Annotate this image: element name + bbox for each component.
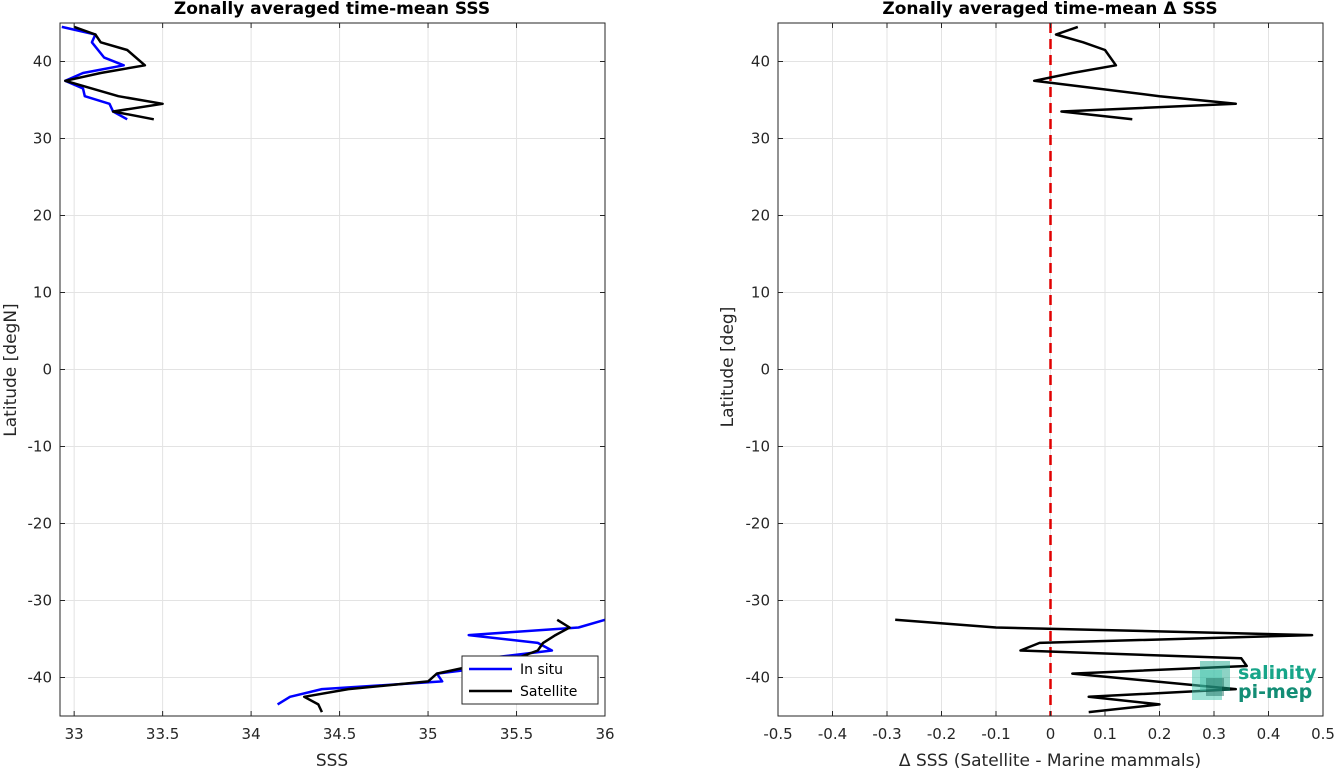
logo-line2: pi-mep [1238,681,1312,703]
x-tick-label: 33.5 [146,725,179,743]
series-line-delta-0 [1032,25,1238,121]
series-line-delta-1 [895,618,1314,714]
left-y-axis-label: Latitude [degN] [1,303,21,436]
x-tick-label: -0.3 [872,725,901,743]
right-title: Zonally averaged time-mean Δ SSS [882,0,1217,19]
y-tick-label: -20 [28,515,53,533]
logo-icon [1192,661,1230,700]
x-tick-label: -0.1 [981,725,1010,743]
salinity-pi-mep-logo: salinity pi-mep [1192,661,1317,703]
legend-label-satellite: Satellite [520,684,577,700]
left-panel: 33 33.5 34 34.5 35 35.5 36 40 30 20 10 0 -10 -20 -30 -4… [1,0,615,769]
x-tick-label: 34.5 [323,725,356,743]
y-tick-label: 30 [33,130,52,148]
y-tick-label: 20 [751,207,770,225]
y-tick-label: -20 [746,515,771,533]
legend: In situ Satellite [461,655,599,705]
y-tick-label: 0 [760,361,770,379]
left-ticks: 33 33.5 34 34.5 35 35.5 36 40 30 20 10 0 -10 -20 -30 -4… [28,23,615,743]
left-title: Zonally averaged time-mean SSS [174,0,490,19]
right-series-lines [895,23,1314,716]
x-tick-label: -0.5 [763,725,792,743]
x-tick-label: 0.4 [1257,725,1281,743]
x-tick-label: -0.4 [818,725,847,743]
y-tick-label: 10 [33,284,52,302]
right-y-axis-label: Latitude [deg] [718,307,738,428]
left-x-axis-label: SSS [316,751,348,769]
x-tick-label: 35 [419,725,438,743]
x-tick-label: 36 [595,725,614,743]
y-tick-label: 40 [751,53,770,71]
y-tick-label: 20 [33,207,52,225]
right-ticks: -0.5 -0.4 -0.3 -0.2 -0.1 0 0.1 0.2 0.3 0.4 0.5 40 30… [746,23,1335,743]
x-tick-label: 0.3 [1202,725,1226,743]
x-tick-label: 0.5 [1311,725,1335,743]
x-tick-label: 35.5 [500,725,533,743]
y-tick-label: -10 [746,438,771,456]
x-tick-label: 33 [65,725,84,743]
x-tick-label: 0.2 [1148,725,1172,743]
series-line-satellite-0 [64,25,164,121]
left-grid [60,23,606,716]
x-tick-label: 0.1 [1093,725,1117,743]
right-x-axis-label: Δ SSS (Satellite - Marine mammals) [899,751,1201,769]
y-tick-label: 0 [42,361,52,379]
x-tick-label: 0 [1046,725,1056,743]
legend-label-in-situ: In situ [520,662,563,678]
y-tick-label: -10 [28,438,53,456]
y-tick-label: -30 [28,592,53,610]
right-panel: -0.5 -0.4 -0.3 -0.2 -0.1 0 0.1 0.2 0.3 0.4 0.5 40 30… [718,0,1335,769]
legend-box [461,655,599,705]
series-line-in-situ-0 [61,25,128,121]
y-tick-label: -40 [746,669,771,687]
y-tick-label: 40 [33,53,52,71]
y-tick-label: -30 [746,592,771,610]
x-tick-label: 34 [242,725,261,743]
x-tick-label: -0.2 [927,725,956,743]
y-tick-label: 10 [751,284,770,302]
logo-line1: salinity [1238,662,1317,684]
y-tick-label: 30 [751,130,770,148]
y-tick-label: -40 [28,669,53,687]
